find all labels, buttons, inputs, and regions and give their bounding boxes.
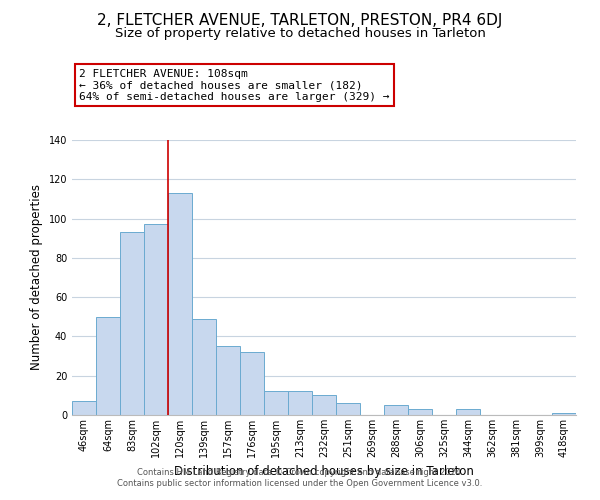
- Text: Size of property relative to detached houses in Tarleton: Size of property relative to detached ho…: [115, 28, 485, 40]
- Bar: [168, 193, 192, 415]
- X-axis label: Distribution of detached houses by size in Tarleton: Distribution of detached houses by size …: [174, 466, 474, 478]
- Bar: [288, 392, 312, 415]
- Bar: [312, 396, 336, 415]
- Bar: [336, 403, 360, 415]
- Bar: [240, 352, 264, 415]
- Bar: [552, 413, 576, 415]
- Bar: [144, 224, 168, 415]
- Bar: [216, 346, 240, 415]
- Text: Contains HM Land Registry data © Crown copyright and database right 2024.
Contai: Contains HM Land Registry data © Crown c…: [118, 468, 482, 487]
- Y-axis label: Number of detached properties: Number of detached properties: [30, 184, 43, 370]
- Bar: [408, 409, 432, 415]
- Bar: [96, 317, 120, 415]
- Text: 2 FLETCHER AVENUE: 108sqm
← 36% of detached houses are smaller (182)
64% of semi: 2 FLETCHER AVENUE: 108sqm ← 36% of detac…: [79, 68, 390, 102]
- Text: 2, FLETCHER AVENUE, TARLETON, PRESTON, PR4 6DJ: 2, FLETCHER AVENUE, TARLETON, PRESTON, P…: [97, 12, 503, 28]
- Bar: [72, 401, 96, 415]
- Bar: [456, 409, 480, 415]
- Bar: [384, 405, 408, 415]
- Bar: [192, 319, 216, 415]
- Bar: [264, 392, 288, 415]
- Bar: [120, 232, 144, 415]
